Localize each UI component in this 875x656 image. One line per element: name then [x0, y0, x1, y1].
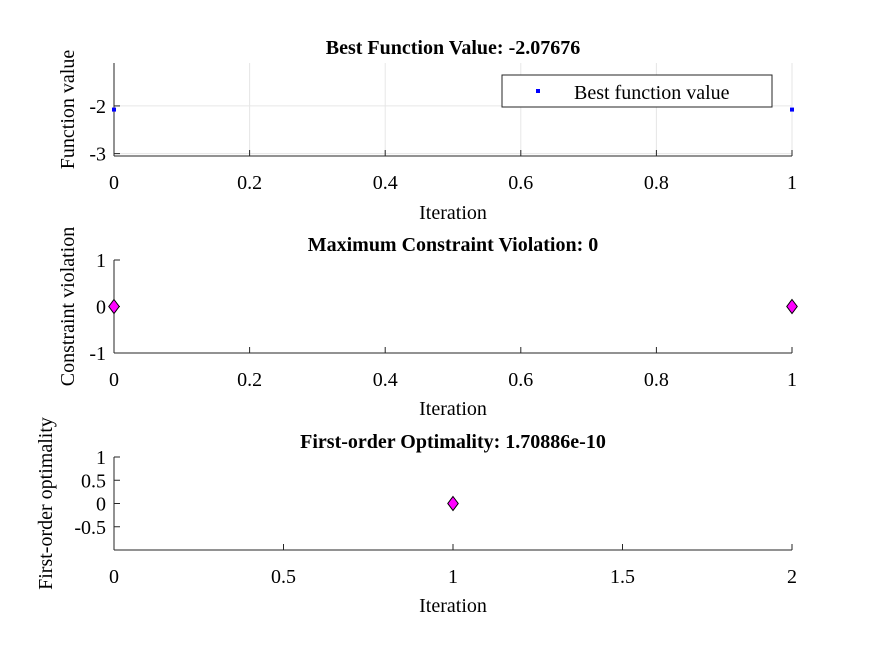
x-tick-label: 0.8 — [644, 172, 669, 194]
y-tick-label: -0.5 — [74, 517, 106, 539]
legend: Best function value — [501, 74, 773, 108]
y-tick-label: 0.5 — [81, 470, 106, 492]
x-axis-label: Iteration — [419, 595, 487, 617]
x-tick-label: 1 — [787, 172, 797, 194]
legend-marker — [536, 89, 540, 93]
legend-box — [501, 74, 773, 108]
y-tick-label: -2 — [89, 96, 106, 118]
x-tick-label: 1.5 — [610, 566, 635, 588]
y-tick-label: -3 — [89, 144, 106, 166]
x-axis-label: Iteration — [419, 202, 487, 224]
y-tick-label: 0 — [96, 494, 106, 516]
legend-label: Best function value — [574, 82, 730, 104]
x-tick-label: 0 — [109, 566, 119, 588]
data-point — [447, 495, 459, 512]
y-axis-label: Function value — [57, 50, 79, 170]
y-tick-label: -1 — [89, 343, 106, 365]
x-tick-label: 2 — [787, 566, 797, 588]
x-tick-label: 0 — [109, 172, 119, 194]
x-tick-label: 0.2 — [237, 369, 262, 391]
chart-1: 0 0.2 0.4 0.6 0.8 1 -2 -3 Best Function Value: -… — [57, 37, 797, 224]
x-tick-label: 0.6 — [508, 369, 533, 391]
x-tick-label: 0.4 — [373, 369, 398, 391]
y-axis-label: Constraint violation — [57, 227, 79, 386]
data-point — [108, 298, 120, 315]
y-tick-label: 0 — [96, 297, 106, 319]
x-tick-label: 0.4 — [373, 172, 398, 194]
chart-title: Best Function Value: -2.07676 — [326, 37, 580, 59]
y-axis-label: First-order optimality — [35, 417, 57, 590]
x-axis-label: Iteration — [419, 398, 487, 420]
x-tick-label: 1 — [448, 566, 458, 588]
x-tick-label: 0.8 — [644, 369, 669, 391]
x-tick-label: 0.2 — [237, 172, 262, 194]
x-tick-label: 0 — [109, 369, 119, 391]
x-tick-label: 1 — [787, 369, 797, 391]
data-point — [790, 107, 794, 112]
x-tick-label: 0.6 — [508, 172, 533, 194]
x-tick-label: 0.5 — [271, 566, 296, 588]
data-point — [786, 298, 798, 315]
chart-title: Maximum Constraint Violation: 0 — [308, 234, 599, 256]
chart-title: First-order Optimality: 1.70886e-10 — [300, 431, 606, 453]
y-tick-label: 1 — [96, 250, 106, 272]
data-point — [112, 107, 116, 112]
y-tick-label: 1 — [96, 447, 106, 469]
